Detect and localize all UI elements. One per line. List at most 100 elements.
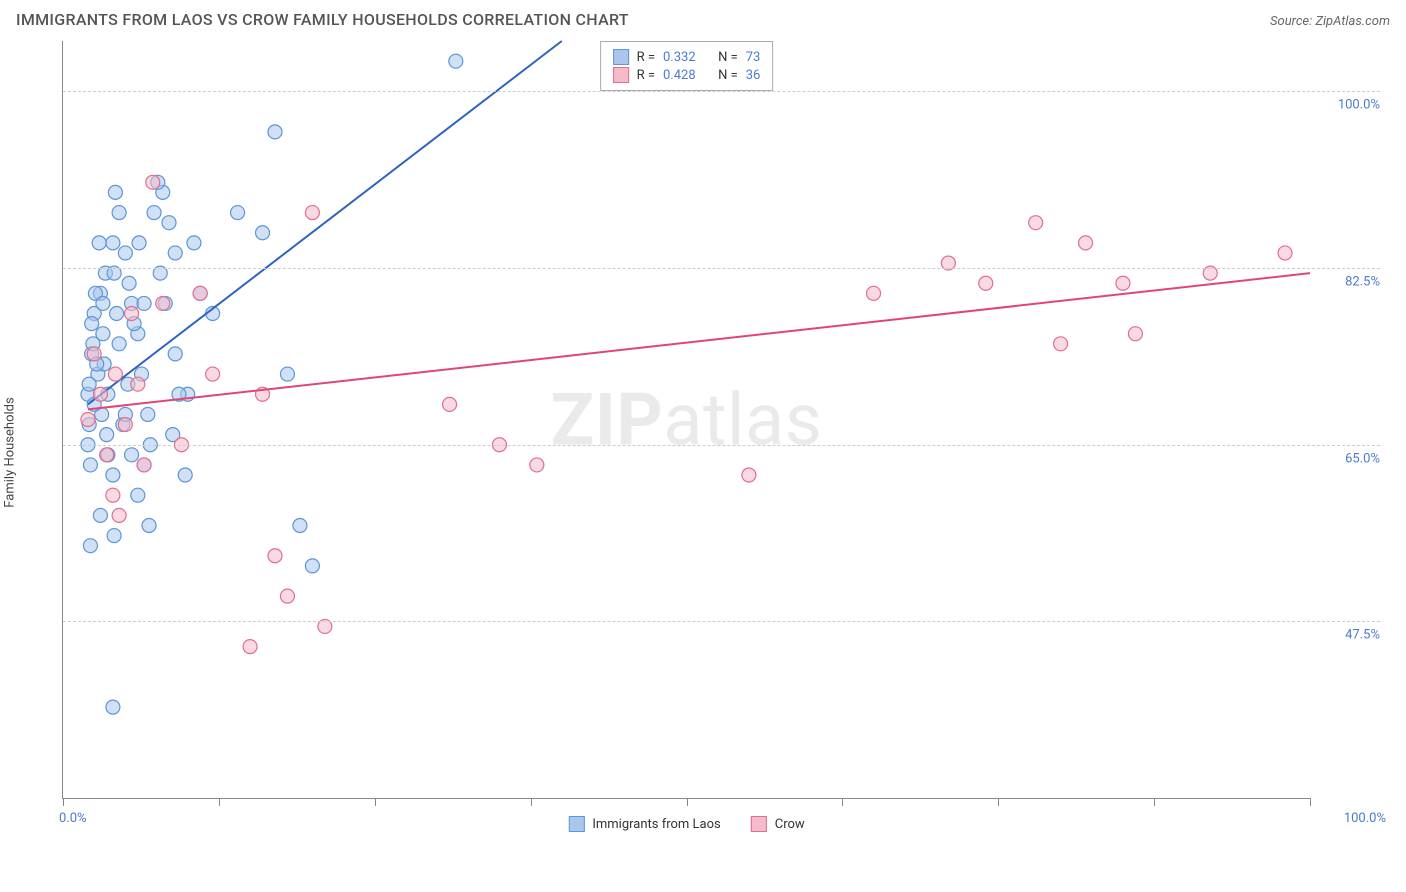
source-attribution: Source: ZipAtlas.com xyxy=(1270,10,1390,29)
data-point-crow xyxy=(243,640,257,654)
data-point-crow xyxy=(106,488,120,502)
data-point-crow xyxy=(131,377,145,391)
data-point-laos xyxy=(122,276,136,290)
data-point-laos xyxy=(268,125,282,139)
data-point-laos xyxy=(112,337,126,351)
data-point-laos xyxy=(280,367,294,381)
data-point-crow xyxy=(742,468,756,482)
r-label: R = xyxy=(637,68,655,83)
data-point-laos xyxy=(256,226,270,240)
data-point-laos xyxy=(108,185,122,199)
data-point-laos xyxy=(168,347,182,361)
data-point-laos xyxy=(125,448,139,462)
data-point-crow xyxy=(979,276,993,290)
grid-line xyxy=(63,91,1380,92)
data-point-laos xyxy=(106,236,120,250)
plot-area: ZIPatlas R = 0.332 N = 73 R = 0.428 N = … xyxy=(62,41,1310,799)
data-point-laos xyxy=(187,236,201,250)
data-point-crow xyxy=(108,367,122,381)
n-value-laos: 73 xyxy=(746,50,761,65)
data-point-crow xyxy=(1116,276,1130,290)
n-label: N = xyxy=(718,68,738,83)
data-point-laos xyxy=(178,468,192,482)
data-point-laos xyxy=(100,428,114,442)
data-point-crow xyxy=(305,206,319,220)
y-tick-label: 47.5% xyxy=(1320,628,1380,643)
x-tick xyxy=(1310,798,1311,806)
data-point-crow xyxy=(1054,337,1068,351)
data-point-laos xyxy=(110,307,124,321)
legend-label-crow: Crow xyxy=(775,817,805,832)
data-point-laos xyxy=(305,559,319,573)
r-value-crow: 0.428 xyxy=(663,68,696,83)
data-point-laos xyxy=(93,508,107,522)
grid-line xyxy=(63,621,1380,622)
trend-line-laos xyxy=(88,41,562,404)
data-point-laos xyxy=(106,468,120,482)
data-point-laos xyxy=(96,296,110,310)
data-point-laos xyxy=(132,236,146,250)
data-point-laos xyxy=(141,407,155,421)
swatch-crow xyxy=(751,816,767,832)
data-point-crow xyxy=(280,589,294,603)
data-point-crow xyxy=(112,508,126,522)
r-value-laos: 0.332 xyxy=(663,50,696,65)
swatch-laos xyxy=(613,49,629,65)
data-point-laos xyxy=(293,518,307,532)
data-point-crow xyxy=(118,418,132,432)
n-label: N = xyxy=(718,50,738,65)
data-point-crow xyxy=(1128,327,1142,341)
legend-row-laos: R = 0.332 N = 73 xyxy=(613,49,761,65)
x-tick xyxy=(842,798,843,806)
data-point-laos xyxy=(137,296,151,310)
data-point-laos xyxy=(162,216,176,230)
legend-label-laos: Immigrants from Laos xyxy=(592,817,720,832)
x-tick xyxy=(1154,798,1155,806)
data-point-laos xyxy=(147,206,161,220)
data-point-laos xyxy=(83,458,97,472)
x-min-label: 0.0% xyxy=(59,811,87,826)
data-point-crow xyxy=(87,347,101,361)
data-point-laos xyxy=(168,246,182,260)
data-point-laos xyxy=(85,317,99,331)
data-point-laos xyxy=(449,54,463,68)
y-tick-label: 65.0% xyxy=(1320,451,1380,466)
series-legend: Immigrants from Laos Crow xyxy=(568,816,804,832)
chart-title: IMMIGRANTS FROM LAOS VS CROW FAMILY HOUS… xyxy=(16,10,629,29)
x-max-label: 100.0% xyxy=(1344,811,1386,826)
source-prefix: Source: xyxy=(1270,14,1315,29)
n-value-crow: 36 xyxy=(746,68,761,83)
x-tick xyxy=(219,798,220,806)
data-point-crow xyxy=(156,296,170,310)
chart-svg xyxy=(63,41,1310,798)
source-name: ZipAtlas.com xyxy=(1315,14,1390,29)
data-point-laos xyxy=(106,700,120,714)
data-point-laos xyxy=(82,377,96,391)
data-point-crow xyxy=(530,458,544,472)
data-point-crow xyxy=(867,286,881,300)
data-point-laos xyxy=(83,539,97,553)
data-point-laos xyxy=(112,206,126,220)
x-tick xyxy=(375,798,376,806)
data-point-laos xyxy=(131,488,145,502)
swatch-laos xyxy=(568,816,584,832)
r-label: R = xyxy=(637,50,655,65)
trend-line-crow xyxy=(88,273,1310,409)
grid-line xyxy=(63,268,1380,269)
data-point-crow xyxy=(81,413,95,427)
data-point-laos xyxy=(118,246,132,260)
data-point-crow xyxy=(1029,216,1043,230)
data-point-laos xyxy=(231,206,245,220)
data-point-crow xyxy=(1079,236,1093,250)
grid-line xyxy=(63,445,1380,446)
y-tick-label: 100.0% xyxy=(1320,98,1380,113)
x-tick xyxy=(998,798,999,806)
data-point-crow xyxy=(146,175,160,189)
correlation-legend: R = 0.332 N = 73 R = 0.428 N = 36 xyxy=(600,41,774,91)
data-point-crow xyxy=(206,367,220,381)
x-tick xyxy=(63,798,64,806)
legend-row-crow: R = 0.428 N = 36 xyxy=(613,67,761,83)
data-point-laos xyxy=(142,518,156,532)
data-point-crow xyxy=(193,286,207,300)
x-tick xyxy=(687,798,688,806)
